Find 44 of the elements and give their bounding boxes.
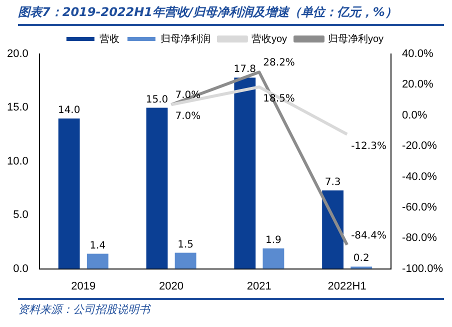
legend-label: 归母净利润 [160, 32, 210, 45]
y-tick-label: 0.0 [13, 262, 28, 275]
chart-title: 图表7：2019-2022H1年营收/归母净利润及增速（单位：亿元，%） [18, 0, 444, 26]
legend-label: 营收 [99, 32, 120, 45]
data-label: 15.0 [146, 94, 168, 106]
data-label: 18.5% [263, 94, 295, 105]
x-tick-label: 2020 [159, 280, 184, 292]
data-label: 17.8 [234, 64, 256, 76]
legend-label: 归母净利yoy [328, 32, 384, 45]
y2-tick-label: -40.0% [402, 170, 438, 183]
y2-tick-label: 0.0% [402, 109, 428, 122]
text: 资料来源：公司招股说明书 [18, 298, 444, 317]
bar [58, 118, 80, 269]
bar [86, 254, 108, 269]
y2-tick-label: -80.0% [402, 232, 438, 244]
bar [174, 252, 196, 269]
data-label: 7.0% [175, 90, 201, 102]
y2-tick-label: 40.0% [402, 48, 434, 60]
data-label: 1.5 [178, 239, 194, 250]
x-tick-label: 2021 [246, 280, 272, 292]
data-label: 0.2 [353, 253, 370, 264]
data-label: -84.4% [351, 230, 386, 242]
data-label: 7.3 [324, 176, 341, 188]
bar [322, 190, 344, 269]
x-tick-label: 2022H1 [328, 280, 366, 292]
data-label: 28.2% [263, 58, 295, 69]
y-tick-label: 10.0 [6, 155, 28, 168]
data-label: 1.4 [90, 240, 106, 252]
legend-label: 营收yoy [251, 32, 287, 45]
y-tick-label: 5.0 [13, 209, 28, 222]
data-label: 14.0 [58, 105, 80, 116]
x-tick-label: 2019 [71, 280, 96, 292]
bar [262, 248, 284, 269]
y2-tick-label: -100.0% [402, 262, 444, 275]
y2-tick-label: -60.0% [402, 201, 438, 214]
data-label: -12.3% [351, 140, 386, 152]
data-label: 1.9 [266, 234, 282, 246]
y2-tick-label: -20.0% [402, 140, 438, 152]
data-label: 7.0% [175, 111, 201, 122]
y-tick-label: 20.0 [6, 48, 28, 60]
y-tick-label: 15.0 [6, 102, 28, 114]
bar [234, 78, 256, 269]
y2-tick-label: 20.0% [402, 78, 434, 91]
bar [146, 108, 168, 269]
